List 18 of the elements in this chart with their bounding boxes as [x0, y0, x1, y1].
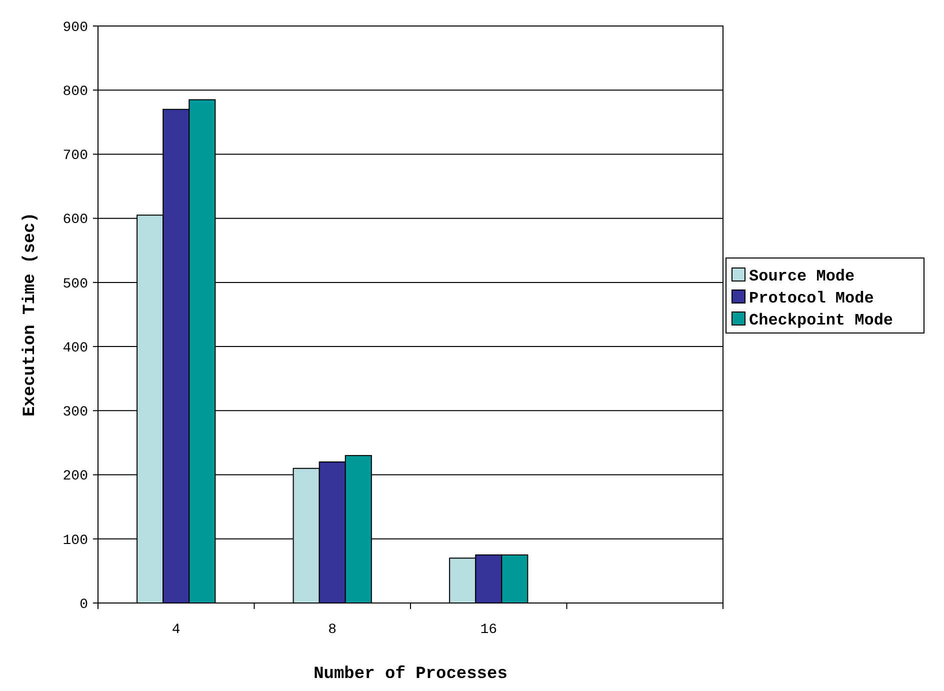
x-tick-label: 16 [480, 622, 498, 638]
y-tick-label: 900 [62, 20, 88, 36]
y-tick-label: 200 [62, 468, 88, 485]
y-tick-label: 500 [62, 276, 88, 292]
y-tick-label: 400 [62, 340, 88, 356]
legend-label: Source Mode [749, 268, 855, 286]
x-tick-label: 4 [172, 622, 180, 638]
y-tick-label: 700 [62, 148, 88, 164]
y-tick-label: 800 [62, 84, 88, 100]
y-tick-label: 100 [62, 532, 88, 549]
y-tick-label: 0 [80, 596, 88, 613]
legend-label: Protocol Mode [749, 290, 874, 308]
y-axis-title: Execution Time (sec) [21, 212, 40, 417]
legend-label: Checkpoint Mode [749, 312, 894, 330]
x-axis-title: Number of Processes [314, 665, 508, 684]
y-tick-label: 300 [62, 404, 88, 421]
x-tick-label: 8 [328, 622, 337, 638]
y-tick-label: 600 [62, 212, 88, 228]
